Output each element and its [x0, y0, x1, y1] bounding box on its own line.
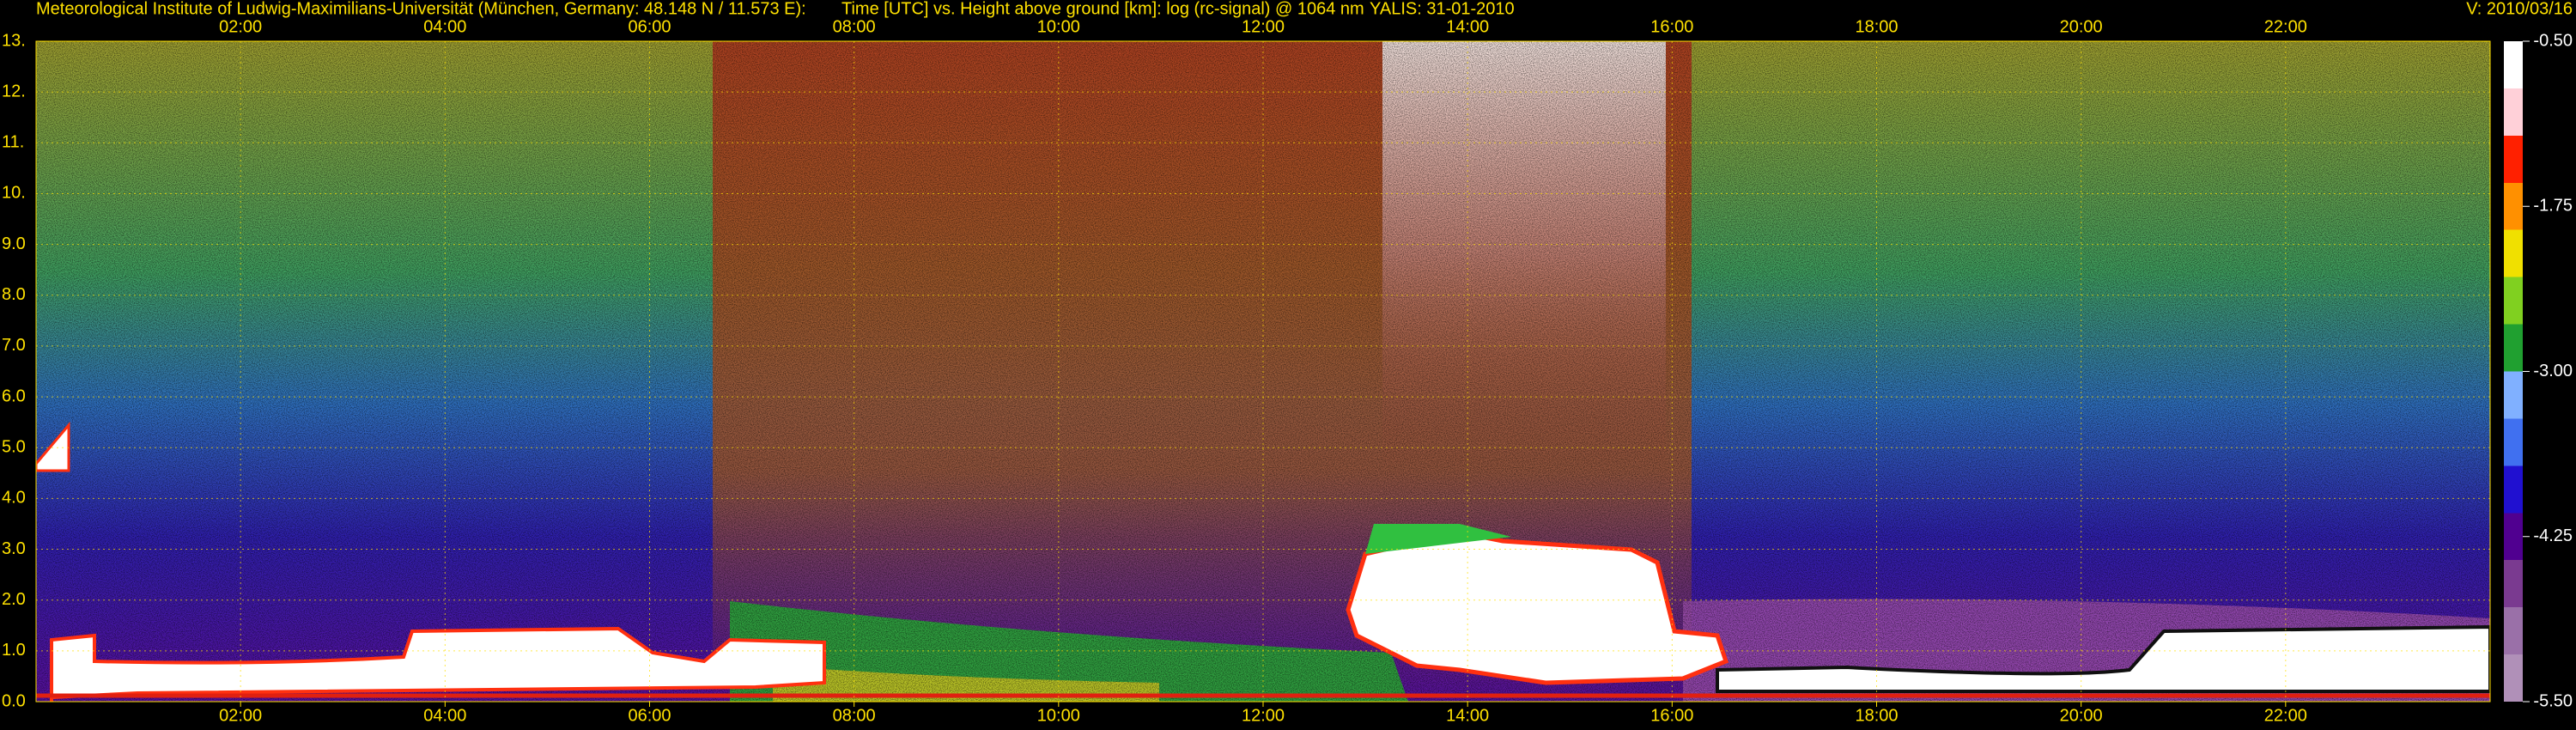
y-tick-label: 5.0	[2, 438, 26, 457]
x-tick-label-bottom: 02:00	[219, 706, 262, 725]
y-tick-label: 1.0	[2, 641, 26, 660]
y-tick-label: 11.	[2, 133, 24, 152]
station-date: YALIS: 31-01-2010	[1370, 0, 1515, 18]
y-tick-label: 2.0	[2, 590, 26, 609]
x-tick-label-bottom: 20:00	[2060, 706, 2103, 725]
y-tick-label: 6.0	[2, 386, 26, 405]
x-tick-label-top: 12:00	[1242, 17, 1285, 36]
colorbar-tick-label: -5.50	[2533, 691, 2573, 710]
subtitle: Time [UTC] vs. Height above ground [km]:…	[841, 0, 1364, 18]
y-tick-label: 3.0	[2, 539, 26, 558]
x-tick-label-bottom: 22:00	[2264, 706, 2307, 725]
colorbar	[2504, 41, 2523, 702]
y-tick-label: 12.	[2, 82, 26, 100]
y-tick-label: 0.0	[2, 691, 26, 710]
x-tick-label-top: 02:00	[219, 17, 262, 36]
y-tick-label: 9.0	[2, 234, 26, 253]
y-tick-label: 4.0	[2, 489, 26, 508]
x-tick-label-top: 22:00	[2264, 17, 2307, 36]
colorbar-tick-label: -1.75	[2533, 197, 2573, 216]
colorbar-tick-label: -0.50	[2533, 31, 2573, 50]
colorbar-tick-label: -4.25	[2533, 526, 2573, 545]
x-tick-label-bottom: 10:00	[1037, 706, 1080, 725]
x-tick-label-bottom: 12:00	[1242, 706, 1285, 725]
x-tick-label-top: 16:00	[1650, 17, 1693, 36]
colorbar-tick-label: -3.00	[2533, 362, 2573, 380]
x-tick-label-top: 10:00	[1037, 17, 1080, 36]
version: V: 2010/03/16	[2466, 0, 2573, 18]
y-tick-label: 13.	[2, 31, 26, 50]
title: Meteorological Institute of Ludwig-Maxim…	[36, 0, 806, 18]
x-tick-label-top: 04:00	[423, 17, 466, 36]
x-tick-label-top: 06:00	[628, 17, 671, 36]
x-tick-label-bottom: 06:00	[628, 706, 671, 725]
y-tick-label: 10.	[2, 184, 26, 203]
x-tick-label-top: 08:00	[833, 17, 876, 36]
x-tick-label-top: 20:00	[2060, 17, 2103, 36]
x-tick-label-top: 18:00	[1855, 17, 1898, 36]
y-tick-label: 8.0	[2, 285, 26, 304]
x-tick-label-bottom: 14:00	[1446, 706, 1489, 725]
x-tick-label-bottom: 04:00	[423, 706, 466, 725]
x-tick-label-bottom: 08:00	[833, 706, 876, 725]
x-tick-label-bottom: 16:00	[1650, 706, 1693, 725]
x-tick-label-top: 14:00	[1446, 17, 1489, 36]
x-tick-label-bottom: 18:00	[1855, 706, 1898, 725]
y-tick-label: 7.0	[2, 336, 26, 355]
